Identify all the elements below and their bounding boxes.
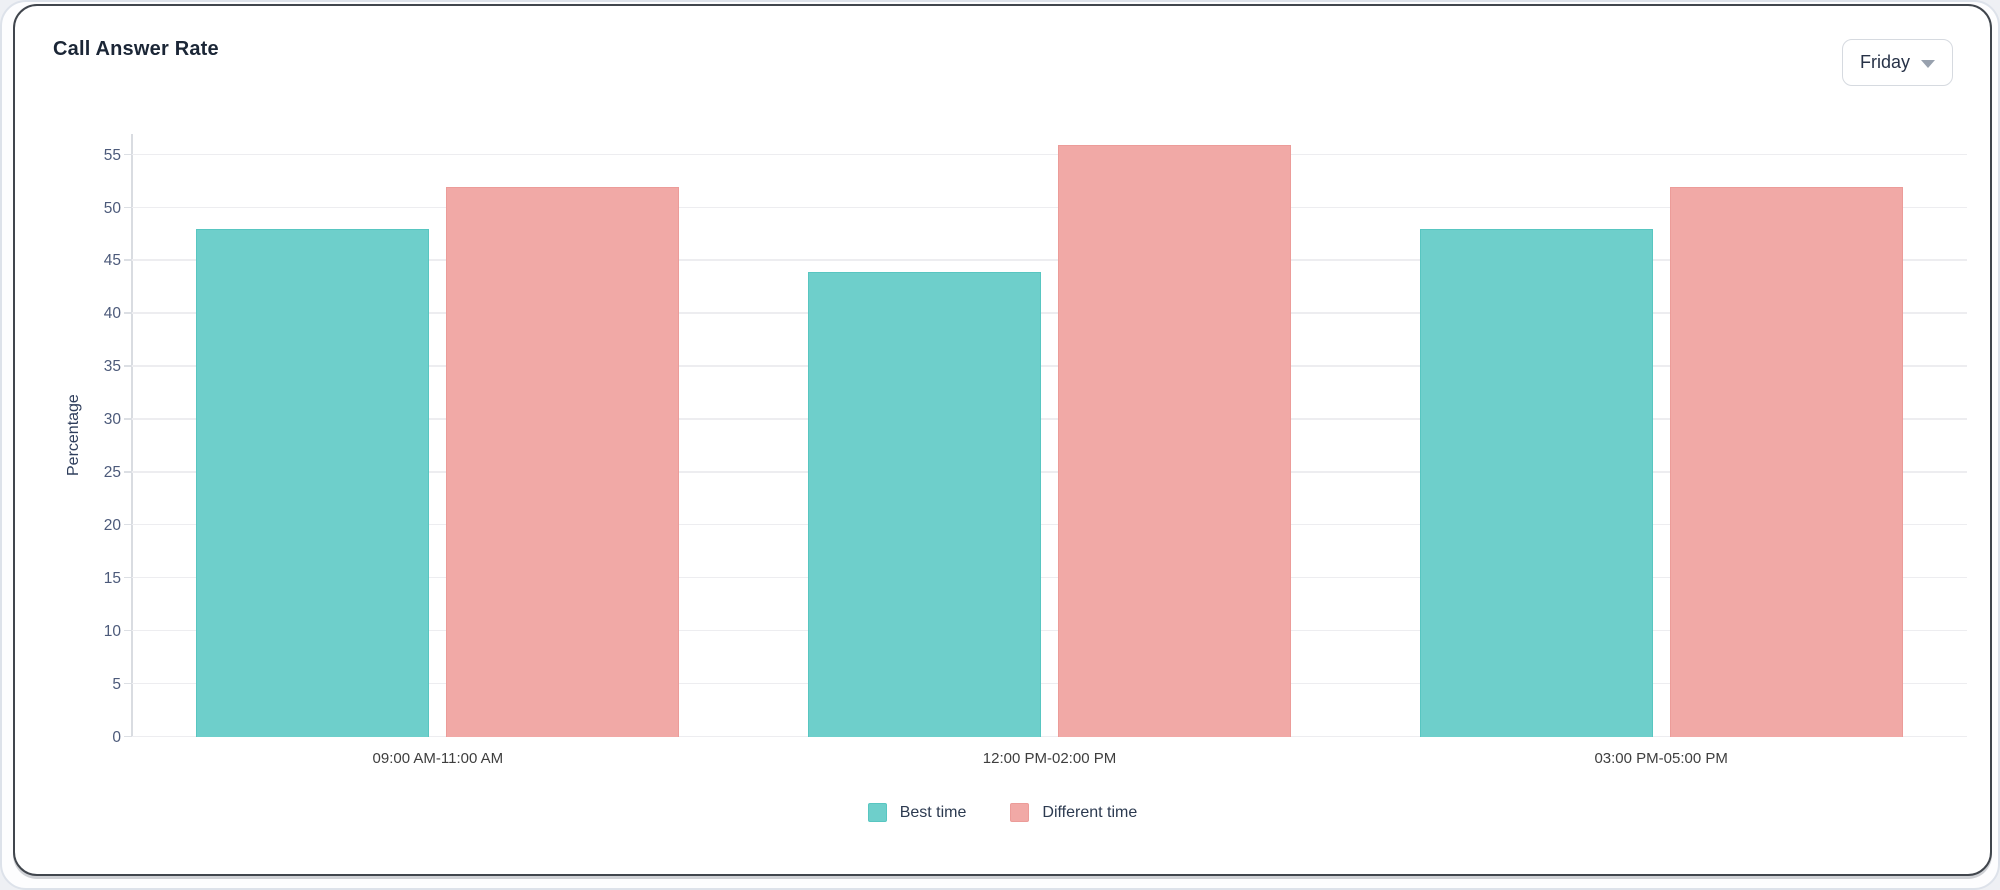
legend-item-different-time[interactable]: Different time — [1010, 803, 1137, 822]
y-axis-tick-mark — [124, 365, 132, 367]
y-tick-label: 40 — [103, 305, 121, 323]
y-tick-label: 35 — [103, 358, 121, 375]
x-category-label: 09:00 AM-11:00 AM — [372, 750, 504, 767]
y-gridline — [132, 153, 1967, 156]
y-axis-tick-mark — [124, 259, 132, 261]
y-gridline — [132, 418, 1967, 420]
y-gridline — [132, 523, 1967, 526]
y-axis-tick-mark — [124, 682, 132, 685]
y-axis-tick-mark — [124, 576, 132, 579]
legend-label: Different time — [1042, 803, 1138, 821]
legend-swatch-different-time — [1010, 803, 1030, 822]
y-gridline — [132, 471, 1967, 473]
y-tick-label: 25 — [103, 463, 121, 481]
y-tick-label: 5 — [112, 675, 121, 693]
y-gridline — [132, 206, 1967, 209]
x-category-label: 12:00 PM-02:00 PM — [982, 750, 1117, 767]
y-tick-label: 50 — [103, 199, 121, 217]
day-select-value: Friday — [1859, 52, 1910, 72]
y-axis-tick-mark — [124, 629, 132, 632]
bar-best-time-0[interactable] — [196, 229, 430, 737]
y-tick-label: 15 — [103, 569, 121, 587]
y-axis-tick-mark — [124, 206, 132, 209]
y-axis-tick-mark — [124, 471, 132, 473]
y-tick-label: 10 — [103, 622, 121, 640]
y-axis-title: Percentage — [65, 394, 82, 477]
y-gridline — [132, 682, 1967, 685]
y-gridline — [132, 735, 1967, 737]
y-gridline — [132, 312, 1967, 314]
bar-different-time-1[interactable] — [1058, 144, 1291, 737]
y-axis-line — [131, 134, 133, 737]
y-axis-tick-mark — [124, 523, 132, 526]
y-tick-label: 20 — [103, 516, 121, 534]
call-answer-rate-card: Call Answer Rate Friday Percentage 0 5 10 1… — [13, 4, 1992, 876]
y-tick-label: 0 — [112, 728, 121, 746]
legend-swatch-best-time — [867, 803, 887, 822]
y-axis-tick-mark — [124, 312, 132, 314]
x-category-label: 03:00 PM-05:00 PM — [1594, 750, 1728, 767]
y-axis-tick-mark — [124, 418, 132, 420]
y-tick-label: 55 — [103, 146, 121, 164]
card-title: Call Answer Rate — [53, 38, 219, 60]
y-axis-tick-mark — [124, 735, 132, 737]
y-tick-label: 45 — [103, 252, 121, 270]
bar-best-time-2[interactable] — [1419, 229, 1653, 737]
day-select-dropdown[interactable]: Friday — [1841, 39, 1953, 86]
legend-label: Best time — [899, 803, 967, 821]
y-gridline — [132, 629, 1967, 632]
bar-chart-plot-area: 0 5 10 15 20 25 30 35 40 45 50 55 09:00 AM-11:00 AM 1… — [104, 134, 1967, 767]
y-gridline — [132, 365, 1967, 367]
y-gridline — [132, 259, 1967, 261]
bar-best-time-1[interactable] — [808, 271, 1041, 737]
bar-different-time-2[interactable] — [1669, 186, 1903, 737]
bar-different-time-0[interactable] — [446, 186, 680, 737]
chart-legend: Best time Different time — [15, 803, 1990, 822]
legend-item-best-time[interactable]: Best time — [867, 803, 967, 822]
y-gridline — [132, 576, 1967, 579]
chevron-down-icon — [1921, 59, 1935, 68]
y-tick-label: 30 — [103, 410, 121, 428]
y-axis-tick-mark — [124, 153, 132, 156]
